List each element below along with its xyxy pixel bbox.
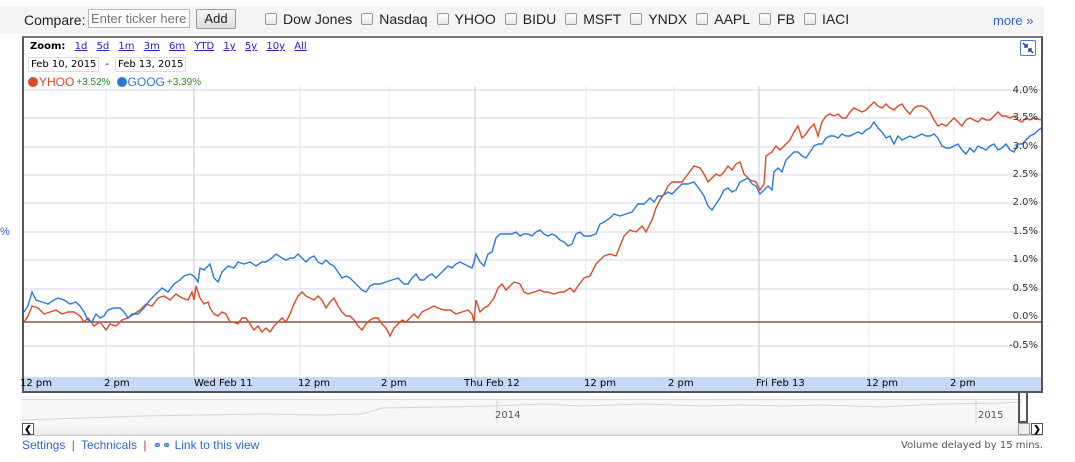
footer-links: Settings | Technicals | ⚭⚭ Link to this …: [22, 438, 259, 452]
zoom-10y[interactable]: 10y: [266, 41, 286, 52]
checkbox-aapl[interactable]: AAPL: [696, 11, 750, 27]
zoom-label: Zoom:: [30, 41, 66, 52]
yhoo-dot-icon: [28, 77, 38, 87]
checkbox-dow-jones[interactable]: Dow Jones: [265, 11, 352, 27]
checkbox-box[interactable]: [504, 13, 517, 25]
x-tick-label: 12 pm: [298, 378, 330, 389]
navigator-handle[interactable]: [1018, 393, 1028, 423]
scrollbar-thumb[interactable]: [1018, 423, 1030, 435]
checkbox-msft[interactable]: MSFT: [565, 11, 621, 27]
x-tick-label: Thu Feb 12: [464, 378, 520, 389]
checkbox-box[interactable]: [265, 13, 277, 25]
x-axis: 12 pm 2 pm Wed Feb 11 12 pm 2 pm Thu Feb…: [20, 377, 1041, 391]
ticker-input[interactable]: [88, 9, 190, 28]
legend-yhoo-change: +3.52%: [76, 76, 111, 88]
zoom-3m[interactable]: 3m: [143, 41, 160, 52]
chart-frame: [22, 36, 1043, 393]
navigator-scrollbar[interactable]: [22, 423, 1043, 436]
day-boundaries: [193, 86, 760, 377]
end-date-field[interactable]: Feb 13, 2015: [115, 57, 187, 72]
footer-separator: |: [71, 438, 75, 452]
collapse-icon[interactable]: [1020, 40, 1036, 56]
zoom-1d[interactable]: 1d: [74, 41, 88, 52]
chart-legend: YHOO +3.52% GOOG +3.39%: [28, 75, 207, 89]
date-separator: -: [105, 59, 110, 70]
x-tick-label: 2 pm: [668, 378, 694, 389]
y-tick-label: 0.0%: [1012, 311, 1038, 322]
settings-link[interactable]: Settings: [22, 438, 66, 452]
checkbox-iaci[interactable]: IACI: [803, 11, 849, 27]
scroll-right-icon[interactable]: ❯: [1031, 423, 1043, 435]
navigator-year-label: 2015: [978, 410, 1004, 421]
y-tick-label: 4.0%: [1012, 85, 1038, 96]
y-tick-label: 3.5%: [1012, 112, 1038, 123]
legend-yhoo-symbol[interactable]: YHOO: [39, 75, 75, 89]
more-link[interactable]: more »: [993, 13, 1034, 28]
checkbox-box[interactable]: [696, 13, 709, 25]
footer-separator: |: [143, 438, 147, 452]
price-chart[interactable]: [24, 86, 1041, 377]
x-tick-label: Fri Feb 13: [756, 378, 805, 389]
zoom-6m[interactable]: 6m: [169, 41, 186, 52]
add-button[interactable]: Add: [196, 9, 236, 29]
legend-goog-change: +3.39%: [166, 76, 202, 88]
x-tick-label: Wed Feb 11: [194, 378, 253, 389]
link-to-view[interactable]: Link to this view: [174, 438, 260, 452]
x-tick-label: 2 pm: [950, 378, 976, 389]
y-tick-label: 3.0%: [1012, 141, 1038, 152]
x-tick-label: 12 pm: [866, 378, 898, 389]
zoom-1m[interactable]: 1m: [118, 41, 135, 52]
checkbox-box[interactable]: [436, 13, 449, 25]
checkbox-box[interactable]: [565, 13, 578, 25]
x-tick-label: 12 pm: [20, 378, 52, 389]
checkbox-yndx[interactable]: YNDX: [630, 11, 687, 27]
goog-dot-icon: [116, 77, 127, 87]
horizontal-gridlines: [24, 89, 1041, 347]
zoom-all[interactable]: All: [294, 41, 307, 52]
zoom-ytd[interactable]: YTD: [194, 41, 215, 52]
date-range: Feb 10, 2015 - Feb 13, 2015: [28, 57, 187, 72]
technicals-link[interactable]: Technicals: [80, 438, 137, 452]
vertical-gridlines: [105, 86, 955, 377]
compare-toolbar: Compare: Add Dow Jones Nasdaq YHOO BIDU …: [0, 6, 1044, 34]
checkbox-box[interactable]: [803, 13, 816, 25]
goog-line: [24, 120, 1041, 323]
compare-label: Compare:: [24, 12, 86, 28]
checkbox-box[interactable]: [361, 13, 374, 25]
y-tick-label: 1.5%: [1012, 226, 1038, 237]
x-tick-label: 2 pm: [381, 378, 407, 389]
navigator-year-label: 2014: [495, 410, 521, 421]
zoom-5y[interactable]: 5y: [244, 41, 258, 52]
checkbox-nasdaq[interactable]: Nasdaq: [361, 11, 428, 27]
checkbox-box[interactable]: [630, 13, 643, 25]
y-tick-label: 1.0%: [1012, 254, 1038, 265]
compare-checkbox-list: Dow Jones Nasdaq YHOO BIDU MSFT YNDX AAP…: [265, 11, 858, 27]
zoom-controls: Zoom: 1d 5d 1m 3m 6m YTD 1y 5y 10y All: [30, 41, 313, 52]
y-tick-label: 2.0%: [1012, 197, 1038, 208]
zoom-5d[interactable]: 5d: [96, 41, 110, 52]
stray-percent-text: %: [0, 226, 10, 238]
scroll-left-icon[interactable]: ❮: [22, 423, 34, 435]
yhoo-line: [24, 101, 1041, 338]
zoom-1y[interactable]: 1y: [223, 41, 236, 52]
legend-goog-symbol[interactable]: GOOG: [127, 75, 165, 89]
checkbox-fb[interactable]: FB: [759, 11, 795, 27]
link-chain-icon: ⚭⚭: [152, 440, 172, 452]
y-tick-label: 2.5%: [1012, 169, 1038, 180]
checkbox-box[interactable]: [759, 13, 772, 25]
navigator-area[interactable]: [21, 399, 1023, 425]
y-tick-label: 0.5%: [1012, 283, 1038, 294]
y-tick-label: -0.5%: [1008, 340, 1038, 351]
start-date-field[interactable]: Feb 10, 2015: [28, 57, 100, 72]
checkbox-bidu[interactable]: BIDU: [504, 11, 556, 27]
x-tick-label: 2 pm: [104, 378, 130, 389]
checkbox-yhoo[interactable]: YHOO: [436, 11, 496, 27]
volume-note: Volume delayed by 15 mins.: [901, 440, 1043, 451]
x-tick-label: 12 pm: [584, 378, 616, 389]
